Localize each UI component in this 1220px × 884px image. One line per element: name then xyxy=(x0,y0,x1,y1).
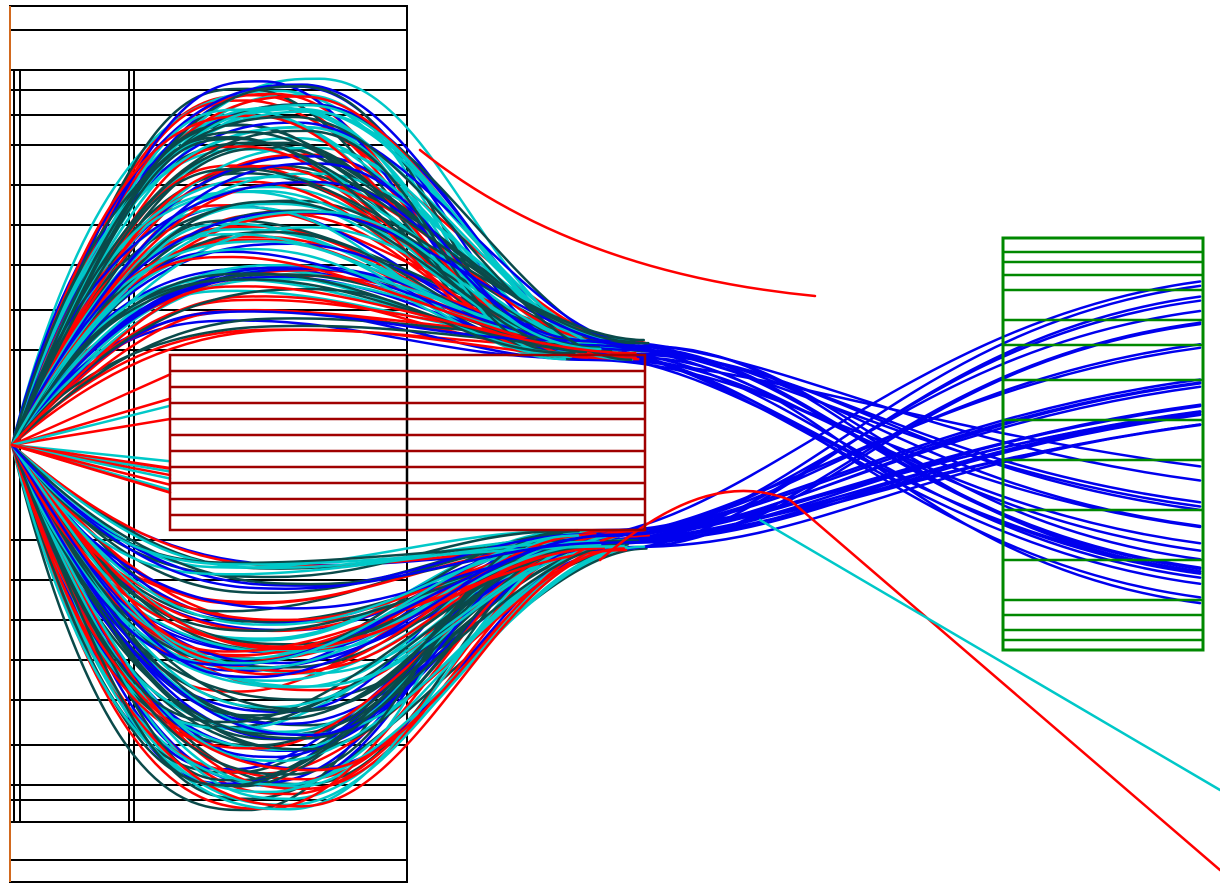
track xyxy=(12,387,1200,623)
trajectory-view xyxy=(0,0,1220,884)
target-box xyxy=(170,355,645,530)
tracks xyxy=(12,79,1220,870)
page: (() => { const svg = document.getElement… xyxy=(0,0,1220,884)
track xyxy=(600,491,1220,870)
